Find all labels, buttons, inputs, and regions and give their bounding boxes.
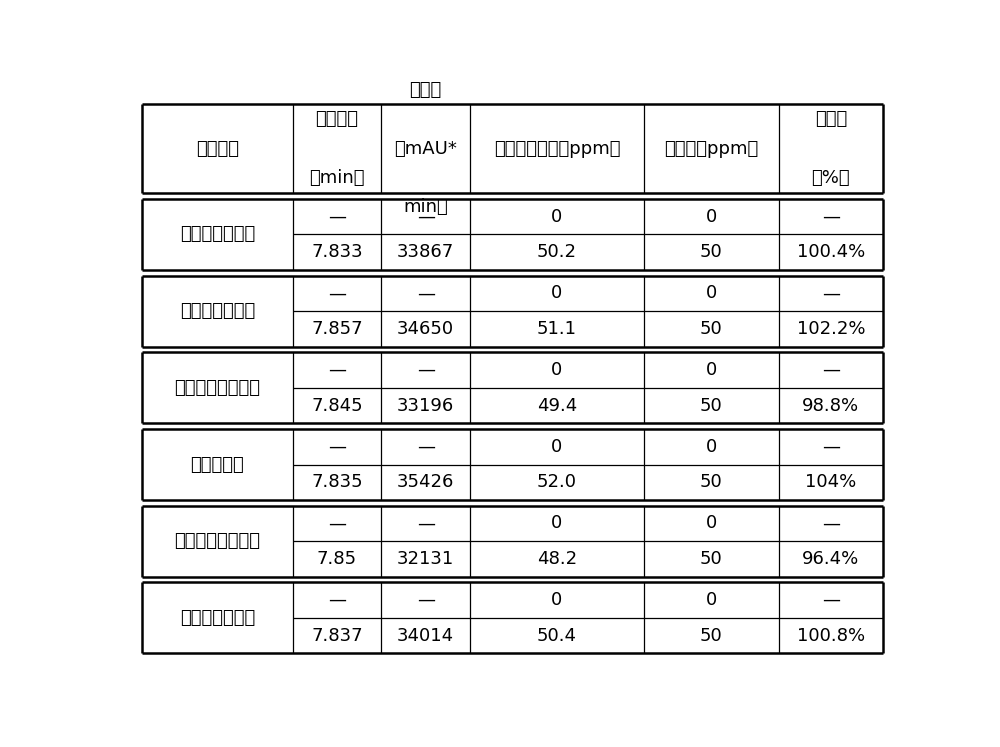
Text: 0: 0 bbox=[706, 285, 717, 303]
Text: 加标量（ppm）: 加标量（ppm） bbox=[664, 140, 758, 158]
Text: 102.2%: 102.2% bbox=[797, 320, 865, 338]
Text: 50.2: 50.2 bbox=[537, 244, 577, 261]
Text: —: — bbox=[417, 438, 435, 456]
Text: 0: 0 bbox=[706, 591, 717, 609]
Text: 52.0: 52.0 bbox=[537, 474, 577, 492]
Text: 7.85: 7.85 bbox=[317, 550, 357, 568]
Text: 0: 0 bbox=[551, 361, 563, 379]
Text: 0: 0 bbox=[706, 515, 717, 533]
Text: —: — bbox=[328, 361, 346, 379]
Text: 出峰时间

（min）: 出峰时间 （min） bbox=[309, 111, 365, 187]
Text: 34650: 34650 bbox=[397, 320, 454, 338]
Text: 0: 0 bbox=[551, 208, 563, 226]
Text: —: — bbox=[417, 285, 435, 303]
Text: 7.857: 7.857 bbox=[311, 320, 363, 338]
Text: —: — bbox=[822, 515, 840, 533]
Text: 特仑苏脱脂纯牛奶: 特仑苏脱脂纯牛奶 bbox=[174, 532, 260, 551]
Text: 50: 50 bbox=[700, 397, 723, 415]
Text: —: — bbox=[328, 285, 346, 303]
Text: 样本名称: 样本名称 bbox=[196, 140, 239, 158]
Text: 34014: 34014 bbox=[397, 627, 454, 645]
Text: 50: 50 bbox=[700, 474, 723, 492]
Text: 液相检测含量（ppm）: 液相检测含量（ppm） bbox=[494, 140, 620, 158]
Text: 0: 0 bbox=[551, 438, 563, 456]
Text: —: — bbox=[328, 438, 346, 456]
Text: 7.837: 7.837 bbox=[311, 627, 363, 645]
Text: 峰面积

（mAU*

min）: 峰面积 （mAU* min） bbox=[394, 81, 457, 216]
Text: —: — bbox=[822, 438, 840, 456]
Text: 50.4: 50.4 bbox=[537, 627, 577, 645]
Text: —: — bbox=[328, 515, 346, 533]
Text: 35426: 35426 bbox=[397, 474, 454, 492]
Text: —: — bbox=[822, 208, 840, 226]
Text: 0: 0 bbox=[706, 208, 717, 226]
Text: 0: 0 bbox=[551, 285, 563, 303]
Text: —: — bbox=[822, 285, 840, 303]
Text: 0: 0 bbox=[551, 591, 563, 609]
Text: 0: 0 bbox=[551, 515, 563, 533]
Text: 50: 50 bbox=[700, 627, 723, 645]
Text: 50: 50 bbox=[700, 550, 723, 568]
Text: 完达山脱脂纯牛奶: 完达山脱脂纯牛奶 bbox=[174, 379, 260, 397]
Text: 33867: 33867 bbox=[397, 244, 454, 261]
Text: —: — bbox=[822, 591, 840, 609]
Text: 7.833: 7.833 bbox=[311, 244, 363, 261]
Text: 32131: 32131 bbox=[397, 550, 454, 568]
Text: 0: 0 bbox=[706, 361, 717, 379]
Text: 7.845: 7.845 bbox=[311, 397, 363, 415]
Text: 50: 50 bbox=[700, 244, 723, 261]
Text: 伊利脱脂纯牛奶: 伊利脱脂纯牛奶 bbox=[180, 302, 255, 320]
Text: 104%: 104% bbox=[805, 474, 856, 492]
Text: 50: 50 bbox=[700, 320, 723, 338]
Text: 51.1: 51.1 bbox=[537, 320, 577, 338]
Text: 96.4%: 96.4% bbox=[802, 550, 859, 568]
Text: —: — bbox=[417, 208, 435, 226]
Text: 100.8%: 100.8% bbox=[797, 627, 865, 645]
Text: 49.4: 49.4 bbox=[537, 397, 577, 415]
Text: —: — bbox=[328, 591, 346, 609]
Text: 7.835: 7.835 bbox=[311, 474, 363, 492]
Text: 48.2: 48.2 bbox=[537, 550, 577, 568]
Text: —: — bbox=[417, 361, 435, 379]
Text: 金典全脂纯牛奶: 金典全脂纯牛奶 bbox=[180, 609, 255, 627]
Text: 蒙牛纯牛奶: 蒙牛纯牛奶 bbox=[190, 456, 244, 474]
Text: —: — bbox=[328, 208, 346, 226]
Text: 回收率

（%）: 回收率 （%） bbox=[812, 111, 850, 187]
Text: —: — bbox=[417, 515, 435, 533]
Text: 33196: 33196 bbox=[397, 397, 454, 415]
Text: —: — bbox=[822, 361, 840, 379]
Text: 金典脱脂纯牛奶: 金典脱脂纯牛奶 bbox=[180, 226, 255, 244]
Text: 100.4%: 100.4% bbox=[797, 244, 865, 261]
Text: 0: 0 bbox=[706, 438, 717, 456]
Text: —: — bbox=[417, 591, 435, 609]
Text: 98.8%: 98.8% bbox=[802, 397, 859, 415]
